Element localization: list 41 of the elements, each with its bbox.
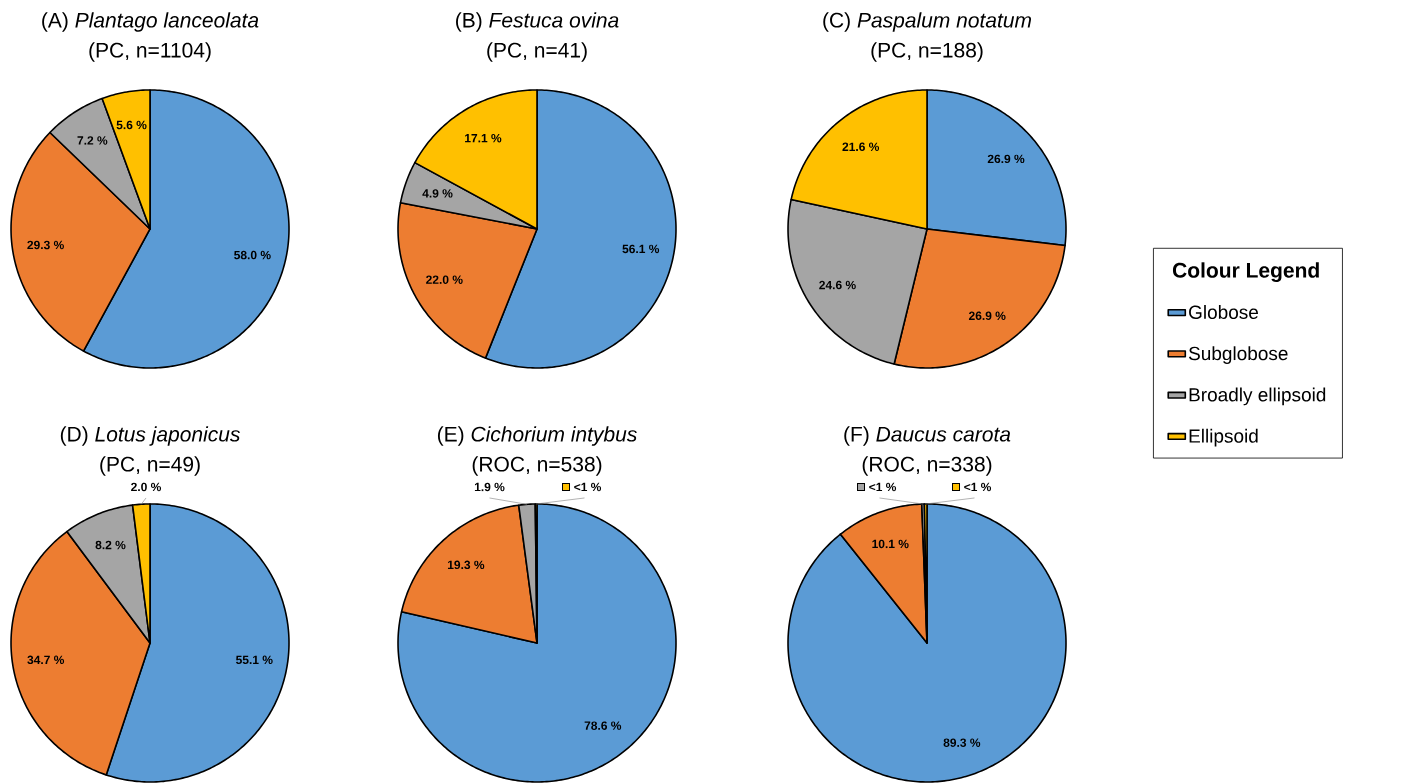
data-label: 89.3 % xyxy=(943,738,981,747)
data-label: 26.9 % xyxy=(987,154,1025,164)
data-label: 8.2 % xyxy=(95,540,126,550)
data-label: <1 % xyxy=(869,482,897,492)
legend-title: Colour Legend xyxy=(1172,262,1319,282)
data-label: 29.3 % xyxy=(27,240,64,250)
data-label: 24.6 % xyxy=(819,280,856,290)
data-label: 10.1 % xyxy=(872,539,909,549)
data-label: 2.0 % xyxy=(131,482,162,492)
chart-title: (B) Festuca ovina xyxy=(456,12,619,32)
legend-label: Ellipsoid xyxy=(1189,428,1258,447)
data-label: 58.0 % xyxy=(234,250,271,260)
chart-subtitle: (PC, n=41) xyxy=(487,42,587,62)
data-label: 56.1 % xyxy=(622,244,660,254)
chart-subtitle: (PC, n=1104) xyxy=(89,42,211,62)
chart-title: (A) Plantago lanceolata xyxy=(42,12,259,32)
chart-title: (E) Cichorium intybus xyxy=(437,426,637,446)
data-label: 19.3 % xyxy=(447,560,485,570)
chart-title: (F) Daucus carota xyxy=(844,426,1011,446)
legend-label: Globose xyxy=(1189,305,1259,319)
data-label: 21.6 % xyxy=(842,142,880,151)
data-label: 17.1 % xyxy=(465,133,502,143)
data-label: 34.7 % xyxy=(27,655,65,665)
data-label: 78.6 % xyxy=(584,721,622,730)
data-label: 55.1 % xyxy=(236,655,273,665)
legend-label: Broadly ellipsoid xyxy=(1189,387,1326,406)
chart-subtitle: (PC, n=49) xyxy=(100,456,200,476)
data-label: 22.0 % xyxy=(426,275,463,284)
data-label: <1 % xyxy=(574,482,602,492)
data-label: 4.9 % xyxy=(422,189,453,198)
data-label: <1 % xyxy=(964,482,992,492)
chart-subtitle: (ROC, n=538) xyxy=(472,456,602,476)
chart-subtitle: (PC, n=188) xyxy=(871,42,983,62)
chart-title: (D) Lotus japonicus xyxy=(60,426,240,446)
chart-subtitle: (ROC, n=338) xyxy=(862,456,992,476)
chart-title: (C) Paspalum notatum xyxy=(823,12,1032,32)
data-label: 26.9 % xyxy=(968,311,1006,321)
data-label: 7.2 % xyxy=(77,136,108,145)
data-label: 5.6 % xyxy=(116,120,147,130)
legend-label: Subglobose xyxy=(1188,346,1288,364)
data-label: 1.9 % xyxy=(474,482,505,492)
